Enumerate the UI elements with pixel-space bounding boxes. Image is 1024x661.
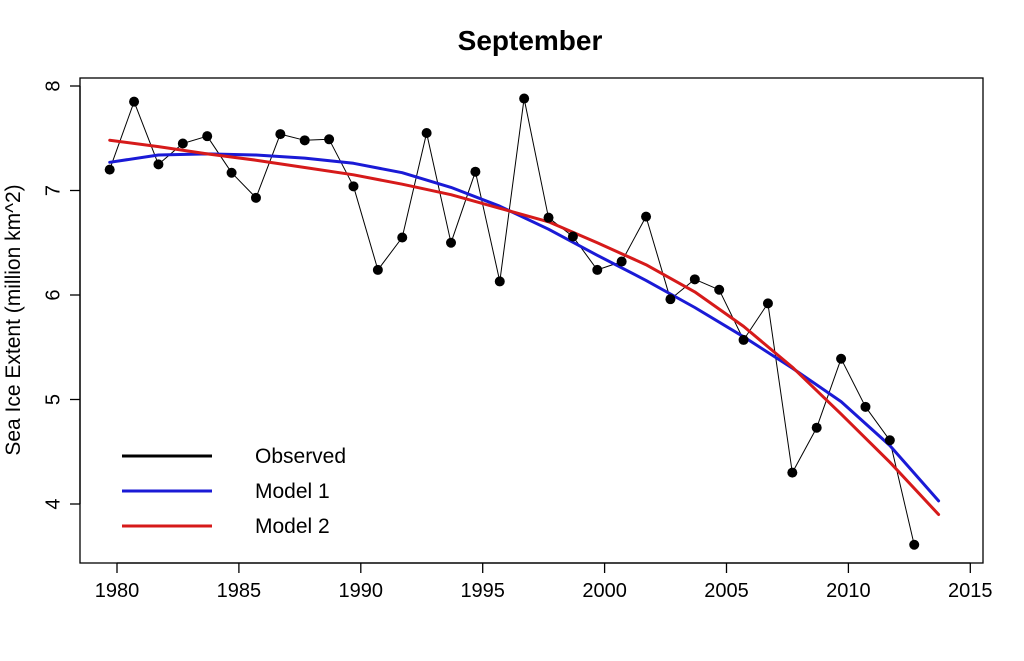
x-tick-label: 1990 (339, 580, 384, 602)
observed-point (616, 256, 627, 267)
axes: 1980 1985 1990 1995 2000 2005 2010 2015 4 5 6 7 8 (42, 80, 992, 602)
observed-point (250, 192, 261, 203)
chart-title: September (458, 25, 603, 56)
x-tick-label: 1995 (460, 580, 505, 602)
observed-point (689, 274, 700, 285)
y-tick-label: 4 (42, 498, 64, 509)
legend: Observed Model 1 Model 2 (122, 445, 346, 538)
observed-point (129, 96, 140, 107)
observed-point (762, 298, 773, 309)
series-line-model-2 (108, 138, 941, 516)
observed-point (226, 167, 237, 178)
observed-point (494, 276, 505, 287)
observed-markers (104, 93, 920, 550)
observed-point (275, 129, 286, 140)
observed-point (567, 231, 578, 242)
plot-frame (79, 77, 984, 564)
observed-point (446, 237, 457, 248)
observed-point (860, 401, 871, 412)
x-tick-label: 1985 (217, 580, 262, 602)
legend-label-model-2: Model 2 (255, 515, 330, 538)
x-tick-label: 2000 (582, 580, 627, 602)
observed-point (177, 138, 188, 149)
series-line-observed (109, 98, 915, 546)
x-tick-label: 2005 (704, 580, 749, 602)
observed-point (421, 128, 432, 139)
observed-point (470, 166, 481, 177)
observed-point (397, 232, 408, 243)
observed-point (738, 334, 749, 345)
observed-point (592, 264, 603, 275)
observed-point (324, 134, 335, 145)
y-axis-label: Sea Ice Extent (million km^2) (2, 184, 25, 455)
y-tick-label: 8 (42, 80, 64, 91)
observed-point (836, 353, 847, 364)
observed-point (665, 294, 676, 305)
observed-point (299, 135, 310, 146)
observed-point (104, 164, 115, 175)
observed-point (884, 435, 895, 446)
x-tick-label: 2015 (948, 580, 993, 602)
series-lines (108, 98, 941, 546)
legend-label-model-1: Model 1 (255, 480, 330, 503)
observed-point (519, 93, 530, 104)
observed-point (372, 264, 383, 275)
x-tick-label: 1980 (95, 580, 140, 602)
observed-point (909, 539, 920, 550)
legend-label-observed: Observed (255, 445, 346, 468)
observed-point (153, 159, 164, 170)
x-tick-label: 2010 (826, 580, 871, 602)
y-tick-label: 7 (42, 185, 64, 196)
observed-point (641, 211, 652, 222)
observed-point (202, 131, 213, 142)
observed-point (787, 467, 798, 478)
y-tick-label: 6 (42, 289, 64, 300)
observed-point (714, 284, 725, 295)
y-tick-label: 5 (42, 394, 64, 405)
series-line-model-1 (108, 152, 941, 503)
observed-point (811, 422, 822, 433)
observed-point (348, 181, 359, 192)
observed-point (543, 212, 554, 223)
